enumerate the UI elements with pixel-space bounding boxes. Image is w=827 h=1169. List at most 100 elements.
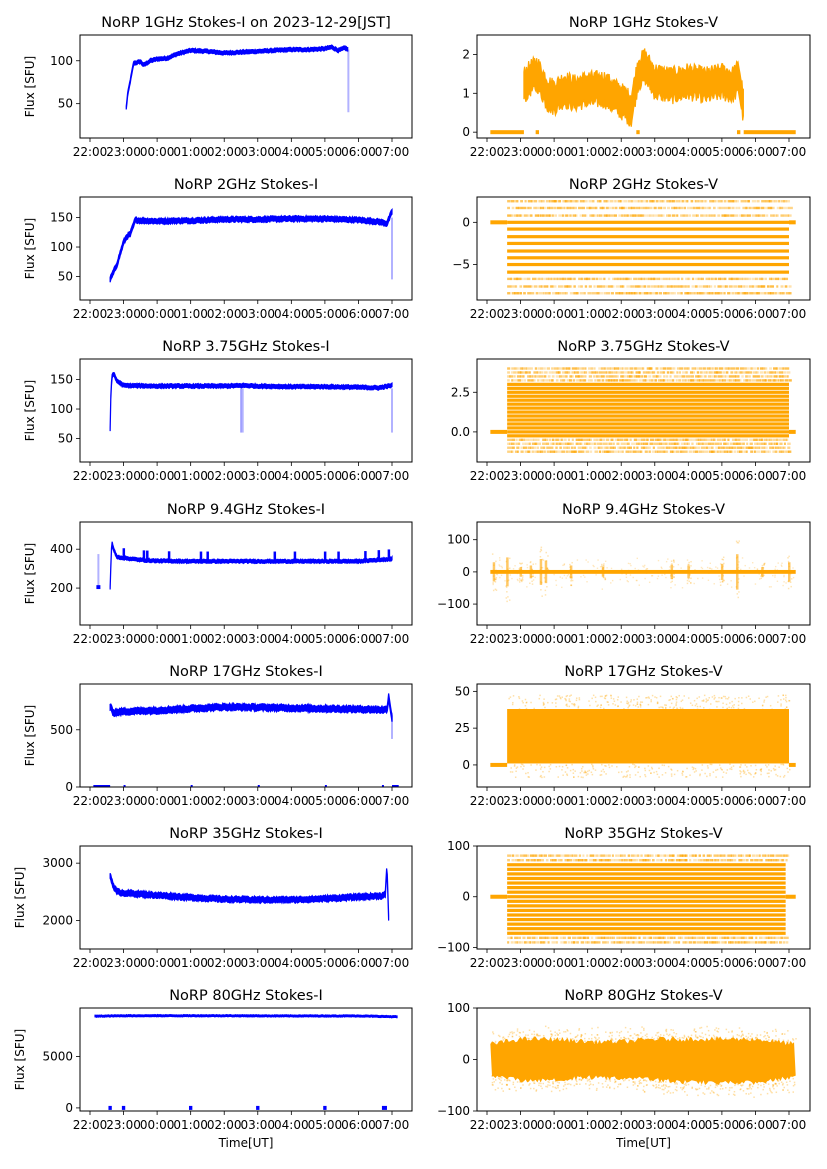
data-point xyxy=(584,285,588,288)
data-point xyxy=(653,214,658,217)
data-point xyxy=(531,450,534,453)
data-point xyxy=(727,696,730,699)
data-point xyxy=(576,1083,578,1085)
data-point xyxy=(754,764,757,767)
data-point xyxy=(571,375,574,378)
data-level-band xyxy=(507,426,789,430)
data-point xyxy=(513,765,516,767)
plot-area xyxy=(109,372,393,433)
data-point xyxy=(541,1037,544,1040)
data-point xyxy=(671,285,675,288)
data-point xyxy=(720,768,723,771)
data-point xyxy=(683,1083,686,1086)
data-point xyxy=(756,375,760,378)
data-point xyxy=(748,1085,751,1087)
data-point xyxy=(538,442,541,445)
data-point xyxy=(738,206,741,210)
data-point xyxy=(541,277,546,281)
data-point xyxy=(541,708,544,711)
data-point xyxy=(774,574,776,577)
data-point xyxy=(693,1028,696,1030)
data-point xyxy=(740,568,742,571)
data-point xyxy=(758,438,763,442)
data-spike xyxy=(761,567,764,577)
data-point xyxy=(633,699,635,701)
data-zero-segment xyxy=(636,130,640,135)
data-point xyxy=(757,570,759,572)
data-point xyxy=(746,769,749,772)
data-point xyxy=(702,700,705,702)
data-point xyxy=(515,206,519,210)
data-point xyxy=(520,446,525,449)
data-point xyxy=(675,379,678,382)
data-point xyxy=(97,554,100,590)
data-point xyxy=(571,763,573,766)
data-series xyxy=(109,372,393,432)
data-point xyxy=(749,292,754,295)
data-point xyxy=(659,367,663,370)
data-point xyxy=(638,292,642,295)
data-point xyxy=(692,768,694,771)
data-point xyxy=(764,562,766,565)
data-point xyxy=(783,438,788,442)
data-point xyxy=(699,705,702,708)
data-point xyxy=(611,206,615,210)
data-point xyxy=(777,562,779,564)
data-point xyxy=(745,371,750,374)
data-point xyxy=(663,764,666,767)
data-point xyxy=(619,1083,622,1086)
data-point xyxy=(706,206,710,210)
data-point xyxy=(604,695,607,697)
data-point xyxy=(748,285,753,288)
data-point xyxy=(701,560,703,562)
data-point xyxy=(677,277,680,281)
data-point xyxy=(612,936,616,940)
data-point xyxy=(605,438,610,442)
y-axis-label: Flux [SFU] xyxy=(13,867,27,928)
data-point xyxy=(630,371,634,374)
data-point xyxy=(775,859,780,862)
data-point xyxy=(592,277,596,281)
data-point xyxy=(620,771,623,773)
data-point xyxy=(549,1038,551,1041)
data-point xyxy=(721,379,727,382)
data-point xyxy=(720,200,724,203)
data-point xyxy=(626,446,630,449)
data-point xyxy=(567,941,570,944)
data-point xyxy=(670,574,672,577)
data-point xyxy=(596,1034,599,1036)
data-point xyxy=(633,367,637,370)
data-point xyxy=(755,1038,757,1041)
data-point xyxy=(762,854,766,857)
data-point xyxy=(740,764,742,766)
data-point xyxy=(755,371,760,374)
data-point xyxy=(659,936,665,940)
data-point xyxy=(518,568,521,571)
data-point xyxy=(571,371,576,374)
data-point xyxy=(617,438,621,442)
data-point xyxy=(513,1031,515,1034)
data-point xyxy=(507,206,510,210)
data-point xyxy=(599,442,603,445)
data-point xyxy=(724,206,729,210)
data-point xyxy=(557,450,563,453)
data-point xyxy=(656,773,659,776)
data-point xyxy=(715,769,717,772)
data-point xyxy=(578,442,582,445)
data-point xyxy=(761,705,764,707)
x-tick-label: 03:00 xyxy=(240,956,275,970)
data-point xyxy=(588,200,593,203)
data-point xyxy=(634,379,638,382)
data-point xyxy=(634,567,636,570)
data-point xyxy=(740,214,745,217)
data-point xyxy=(580,776,583,778)
data-point xyxy=(632,704,635,706)
data-point xyxy=(707,699,709,701)
data-point xyxy=(626,774,629,777)
data-point xyxy=(739,770,741,772)
data-point xyxy=(718,764,721,766)
x-tick-label: 01:00 xyxy=(570,145,605,159)
data-point xyxy=(754,773,756,775)
data-point xyxy=(592,859,597,862)
data-point xyxy=(633,375,638,378)
